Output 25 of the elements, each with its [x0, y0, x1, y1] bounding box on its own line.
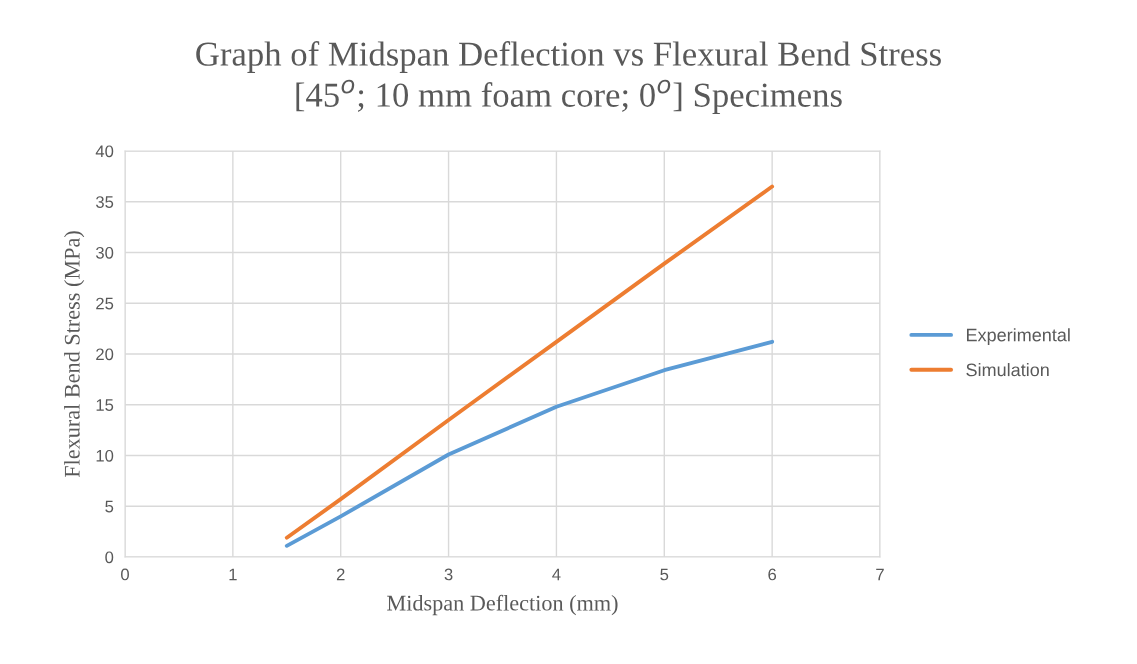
y-tick-label: 25	[96, 297, 114, 310]
x-tick-label: 7	[876, 568, 884, 581]
chart-subtitle: [45$^{o}$; 10 mm foam core; 0$^{o}$] Specimens	[296, 79, 842, 114]
legend-label: Simulation	[966, 363, 1049, 377]
x-axis-title: Midspan Deflection (mm)	[387, 594, 618, 616]
x-tick-label: 4	[552, 568, 561, 581]
x-tick-label: 1	[229, 568, 237, 581]
y-tick-label: 35	[95, 196, 114, 208]
y-tick-label: 10	[96, 449, 114, 462]
line-series	[284, 339, 775, 548]
legend-label: Experimental	[967, 328, 1070, 345]
x-tick-label: 0	[121, 568, 129, 581]
line-series	[284, 184, 775, 540]
x-tick-label: 3	[444, 568, 453, 581]
y-tick-label: 0	[105, 551, 114, 564]
y-tick-label: 20	[96, 348, 114, 361]
y-tick-label: 5	[105, 500, 114, 513]
y-axis-title: Flexural Bend Stress (MPa)	[64, 231, 85, 478]
y-tick-label: 30	[95, 246, 114, 259]
x-tick-label: 6	[768, 568, 777, 581]
y-tick-label: 40	[95, 145, 114, 158]
y-tick-label: 15	[96, 399, 114, 411]
x-tick-label: 5	[660, 568, 669, 581]
x-tick-label: 2	[336, 568, 345, 581]
chart-title: Graph of Midspan Deflection vs Flexural Bend Stress	[196, 41, 941, 73]
